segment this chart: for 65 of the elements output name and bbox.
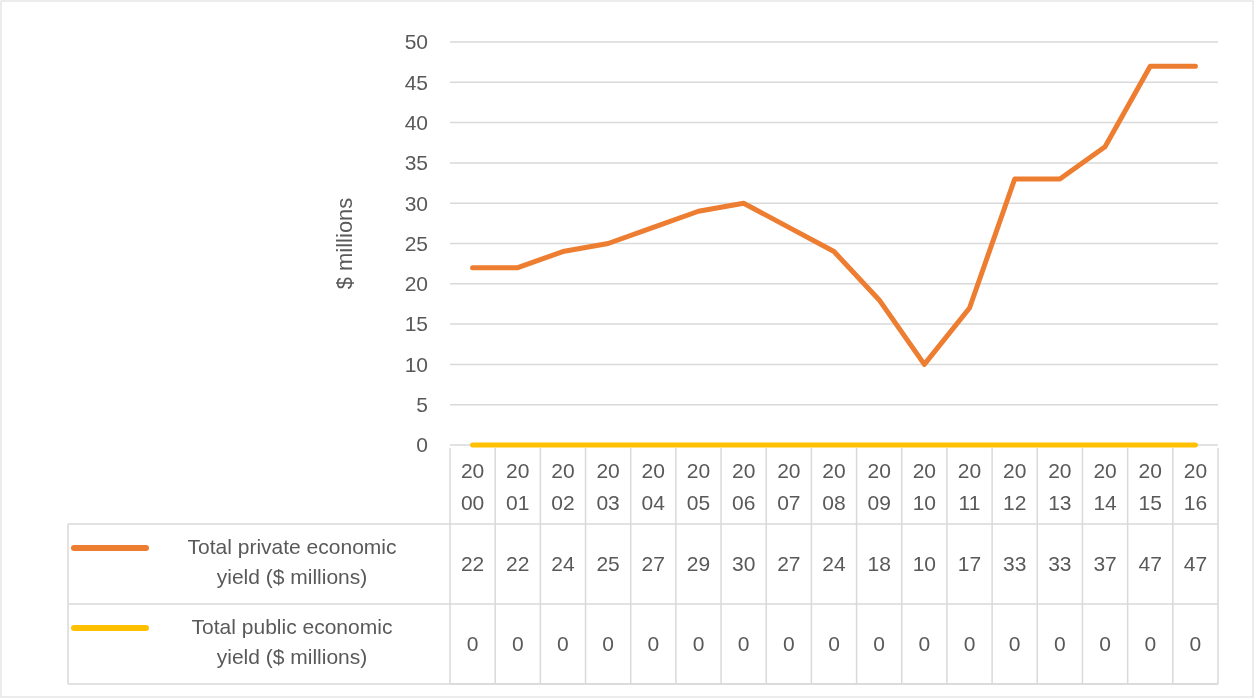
x-tick-label: 2009 [867, 459, 891, 514]
data-label: 29 [686, 552, 711, 576]
x-tick-label: 2014 [1093, 459, 1118, 514]
data-label: 47 [1183, 552, 1208, 576]
data-label: 0 [737, 632, 750, 656]
y-tick-label: 25 [404, 231, 428, 255]
data-label: 27 [641, 552, 665, 576]
data-label: 0 [963, 632, 976, 656]
data-label: 0 [918, 632, 931, 656]
data-label: 0 [692, 632, 705, 656]
x-tick-label: 2002 [551, 459, 575, 514]
data-label: 17 [957, 552, 982, 576]
y-tick-label: 5 [416, 393, 428, 417]
y-tick-label: 50 [404, 30, 428, 54]
data-label: 0 [602, 632, 614, 656]
data-label: 24 [551, 552, 575, 576]
y-tick-label: 30 [404, 191, 428, 215]
data-label: 37 [1093, 552, 1117, 576]
x-tick-label: 2008 [822, 459, 846, 514]
data-label: 0 [873, 632, 886, 656]
data-label: 22 [506, 552, 530, 576]
data-label: 0 [782, 632, 795, 656]
data-label: 18 [867, 552, 891, 576]
x-tick-label: 2013 [1048, 459, 1072, 514]
data-label: 33 [1003, 552, 1027, 576]
y-tick-label: 45 [404, 70, 428, 94]
y-tick-label: 0 [416, 433, 428, 457]
data-label: 0 [466, 632, 479, 656]
x-tick-label: 2007 [777, 459, 801, 514]
x-tick-label: 2011 [957, 459, 982, 514]
data-label: 22 [460, 552, 485, 576]
x-tick-label: 2000 [460, 459, 485, 514]
data-label: 0 [557, 632, 569, 656]
data-label: 0 [1099, 632, 1111, 656]
data-label: 0 [1008, 632, 1021, 656]
x-tick-label: 2001 [506, 459, 530, 514]
x-tick-label: 2012 [1003, 459, 1027, 514]
y-axis-title: $ millions [332, 197, 357, 290]
data-label: 0 [1144, 632, 1157, 656]
data-label: 24 [822, 552, 846, 576]
data-label: 33 [1048, 552, 1072, 576]
x-tick-label: 2010 [912, 459, 937, 514]
x-tick-label: 2004 [641, 459, 666, 514]
legend-label: Total public economic yield ($ millions) [191, 615, 393, 668]
legend-label: Total private economic yield ($ millions) [187, 535, 397, 588]
y-tick-label: 40 [404, 110, 428, 134]
x-tick-label: 2003 [596, 459, 620, 514]
data-label: 0 [1189, 632, 1202, 656]
x-tick-label: 2005 [686, 459, 711, 514]
y-tick-label: 20 [404, 272, 428, 296]
data-label: 10 [912, 552, 937, 576]
x-tick-label: 2016 [1183, 459, 1208, 514]
y-tick-label: 10 [404, 352, 428, 376]
data-label: 30 [731, 552, 756, 576]
data-label: 27 [777, 552, 801, 576]
data-label: 47 [1138, 552, 1162, 576]
data-label: 0 [828, 632, 840, 656]
data-label: 0 [511, 632, 524, 656]
data-label: 0 [647, 632, 660, 656]
data-label: 25 [596, 552, 620, 576]
y-tick-label: 35 [404, 151, 428, 175]
x-tick-label: 2015 [1138, 459, 1162, 514]
x-tick-label: 2006 [731, 459, 756, 514]
y-tick-label: 15 [404, 312, 428, 336]
data-label: 0 [1054, 632, 1066, 656]
